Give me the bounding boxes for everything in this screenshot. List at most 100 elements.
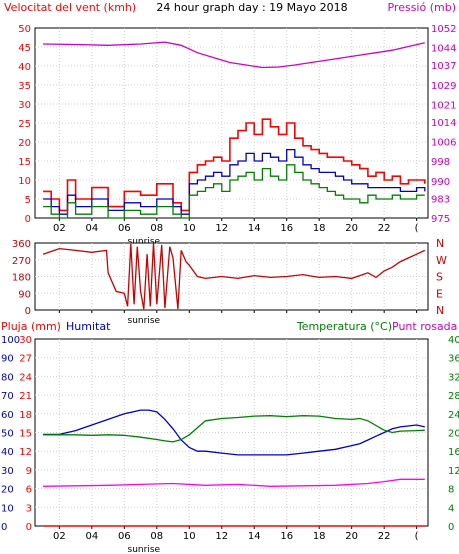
wind-y-tick-label: 15 [18,157,31,168]
rain-y-tick-label: 9 [26,466,32,477]
pressure-y-tick-label: 1014 [431,118,456,129]
pressure-y-tick-label: 1044 [431,44,456,55]
temperature-y-tick-label: 24 [448,410,459,421]
wind-x-tick-label: 18 [313,223,326,234]
humidity-x-tick-label: 16 [280,531,293,542]
wind-y-tick-label: 50 [18,24,31,35]
humidity-y-tick-label: 0 [1,522,7,533]
pressure-line [43,41,425,69]
temperature-y-tick-label: 0 [448,522,454,533]
pressure-y-tick-label: 983 [431,194,450,205]
rain-y-tick-label: 21 [19,391,32,402]
wind-x-tick-label: 14 [248,223,261,234]
rain-y-tick-label: 18 [19,410,32,421]
pressure-y-tick-label: 1006 [431,138,456,149]
humidity-x-tick-label: 18 [313,531,326,542]
humidity-x-tick-label: 12 [215,531,228,542]
humidity-y-tick-label: 20 [1,485,14,496]
wind-y-tick-label: 45 [18,43,31,54]
dewpoint-line [43,478,425,487]
temperature-y-tick-label: 8 [448,485,454,496]
avg-wind-line [43,148,426,215]
rain-y-tick-label: 30 [19,335,32,346]
humidity-x-tick-label: 20 [345,531,358,542]
compass-label: W [436,254,447,267]
direction-y-tick-label: 360 [12,239,31,250]
wind-x-tick-label: 22 [378,223,391,234]
humidity-y-tick-label: 10 [1,503,14,514]
humidity-y-tick-label: 30 [1,466,14,477]
humidity-plot-frame [34,338,429,527]
humidity-x-tick-label: 14 [248,531,261,542]
direction-sunrise-label: sunrise [128,316,161,326]
temperature-y-tick-label: 12 [448,466,459,477]
wind-x-tick-label: 04 [85,223,98,234]
humidity-temperature-panel: 02 04 06 08 10 12 14 16 18 20 22 (sunrise0102030405… [1,335,459,554]
humidity-y-tick-label: 100 [1,335,20,346]
wind-x-tick-label: 02 [53,223,66,234]
gust-line [43,118,426,212]
humidity-x-tick-label: 04 [85,531,98,542]
wind-x-tick-label: 06 [118,223,131,234]
humidity-y-tick-label: 40 [1,447,14,458]
rain-y-tick-label: 3 [26,503,32,514]
wind-y-tick-label: 0 [25,214,31,225]
humidity-x-tick-label: 22 [378,531,391,542]
pressure-axis-label: Pressió (mb) [387,1,456,14]
compass-label: N [436,304,444,317]
dewpoint-axis-label: Punt rosada [392,320,457,333]
wind-pressure-panel: 02 04 06 08 10 12 14 16 18 20 22 (sunrise 0 5 10 15 20 25… [18,24,456,247]
wind-x-tick-label: 12 [215,223,228,234]
wind-x-tick-label: 16 [280,223,293,234]
temperature-y-tick-label: 36 [448,354,459,365]
humidity-y-tick-label: 60 [1,410,14,421]
wind-y-tick-label: 5 [25,195,31,206]
temperature-y-tick-label: 32 [448,372,459,383]
temperature-y-tick-label: 16 [448,447,459,458]
wind-x-tick-label: ( [415,223,419,234]
rain-axis-label: Pluja (mm) [1,320,61,333]
humidity-x-tick-label: 08 [150,531,163,542]
humidity-y-tick-label: 50 [1,429,14,440]
wind-y-tick-label: 25 [18,119,31,130]
wind-plot-frame [34,27,429,219]
wind-x-tick-label: 20 [345,223,358,234]
humidity-y-tick-label: 90 [1,354,14,365]
humidity-x-tick-label: 10 [183,531,196,542]
rain-y-tick-label: 24 [19,372,32,383]
temperature-y-tick-label: 28 [448,391,459,402]
direction-y-tick-label: 270 [12,256,31,267]
humidity-x-tick-label: 02 [53,531,66,542]
pressure-y-tick-label: 998 [431,157,450,168]
pressure-y-tick-label: 1029 [431,81,456,92]
compass-label: N [436,237,444,250]
pressure-y-tick-label: 1021 [431,100,456,111]
rain-y-tick-label: 27 [19,354,32,365]
direction-plot-frame [34,242,429,311]
wind-sunrise-label: sunrise [128,237,161,247]
wind-direction-line [42,242,426,310]
temperature-line [43,415,425,443]
pressure-y-tick-label: 1037 [431,61,456,72]
temperature-y-tick-label: 20 [448,429,459,440]
humidity-y-tick-label: 70 [1,391,14,402]
wind-speed-axis-label: Velocitat del vent (kmh) [4,1,136,14]
wind-y-tick-label: 20 [18,138,31,149]
humidity-axis-label: Humitat [66,320,111,333]
compass-label: E [436,287,443,300]
wind-x-tick-label: 08 [150,223,163,234]
direction-y-tick-label: 0 [25,306,31,317]
humidity-y-tick-label: 80 [1,372,14,383]
pressure-y-tick-label: 975 [431,214,450,225]
humidity-sunrise-label: sunrise [128,545,161,554]
rain-y-tick-label: 12 [19,447,32,458]
temperature-y-tick-label: 4 [448,503,454,514]
temperature-axis-label: Temperatura (°C) [296,320,392,333]
rain-y-tick-label: 6 [26,485,32,496]
humidity-line [43,409,425,456]
direction-y-tick-label: 180 [12,273,31,284]
rain-y-tick-label: 0 [26,522,32,533]
